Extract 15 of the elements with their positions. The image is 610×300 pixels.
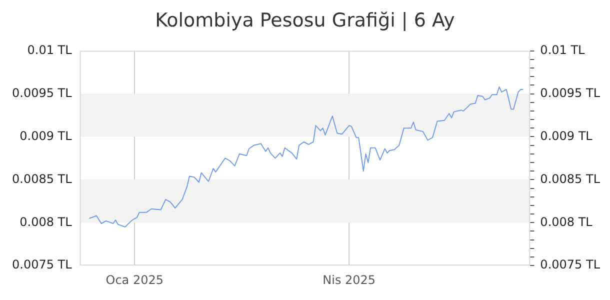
y2-tick-label: 0.0085 TL [12,172,72,186]
y-tick-label: 0.0085 TL [540,172,600,186]
chart-title: Kolombiya Pesosu Grafiği | 6 Ay [155,9,455,32]
y2-tick-label: 0.009 TL [20,128,72,143]
y2-tick-label: 0.008 TL [20,214,72,229]
y2-tick-label: 0.0095 TL [12,86,72,100]
x-tick-label: Oca 2025 [106,272,164,287]
y-tick-label: 0.0095 TL [540,86,600,100]
y2-tick-label: 0.01 TL [27,42,72,57]
y-tick-label: 0.0075 TL [540,258,600,272]
y-tick-label: 0.009 TL [540,128,593,143]
y-tick-label: 0.01 TL [540,42,586,57]
x-tick-label: Nis 2025 [322,272,376,287]
y-tick-label: 0.008 TL [540,214,593,229]
y2-tick-label: 0.0075 TL [12,258,72,272]
